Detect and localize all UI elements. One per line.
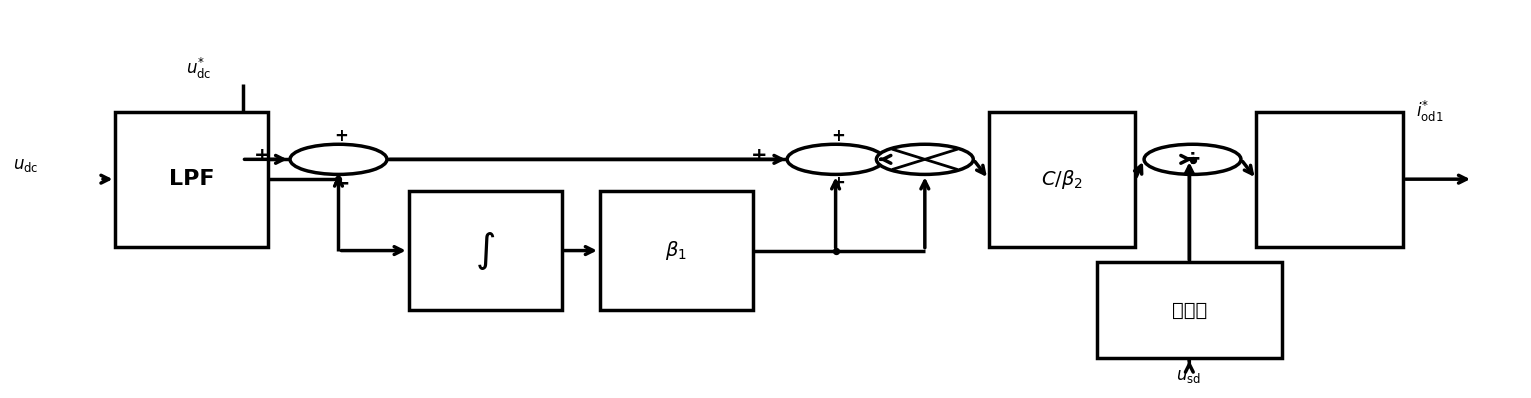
Circle shape: [876, 144, 974, 174]
Bar: [989, 112, 1134, 247]
Text: 陡波器: 陡波器: [1171, 300, 1206, 320]
Circle shape: [289, 144, 387, 174]
Circle shape: [1144, 144, 1242, 174]
Text: $u_{\rm sd}$: $u_{\rm sd}$: [1176, 367, 1202, 385]
Text: LPF: LPF: [168, 169, 214, 189]
Text: +: +: [254, 146, 271, 165]
Bar: [1096, 262, 1281, 358]
Text: $u_{\rm dc}^{*}$: $u_{\rm dc}^{*}$: [185, 56, 211, 81]
Bar: [1257, 112, 1402, 247]
Text: $u_{\rm dc}$: $u_{\rm dc}$: [14, 156, 38, 174]
Text: $C/\beta_2$: $C/\beta_2$: [1041, 168, 1082, 191]
Circle shape: [787, 144, 883, 174]
Bar: [115, 112, 268, 247]
Bar: [409, 191, 562, 310]
Text: +: +: [831, 127, 845, 144]
Text: $\beta_1$: $\beta_1$: [666, 239, 687, 262]
Bar: [600, 191, 753, 310]
Text: $\int$: $\int$: [475, 230, 495, 271]
Text: ÷: ÷: [1183, 149, 1202, 169]
Text: $i_{\rm od1}^{*}$: $i_{\rm od1}^{*}$: [1416, 99, 1444, 124]
Text: +: +: [334, 127, 348, 144]
Text: +: +: [831, 174, 845, 192]
Text: +: +: [750, 146, 767, 165]
Text: −: −: [332, 173, 351, 193]
